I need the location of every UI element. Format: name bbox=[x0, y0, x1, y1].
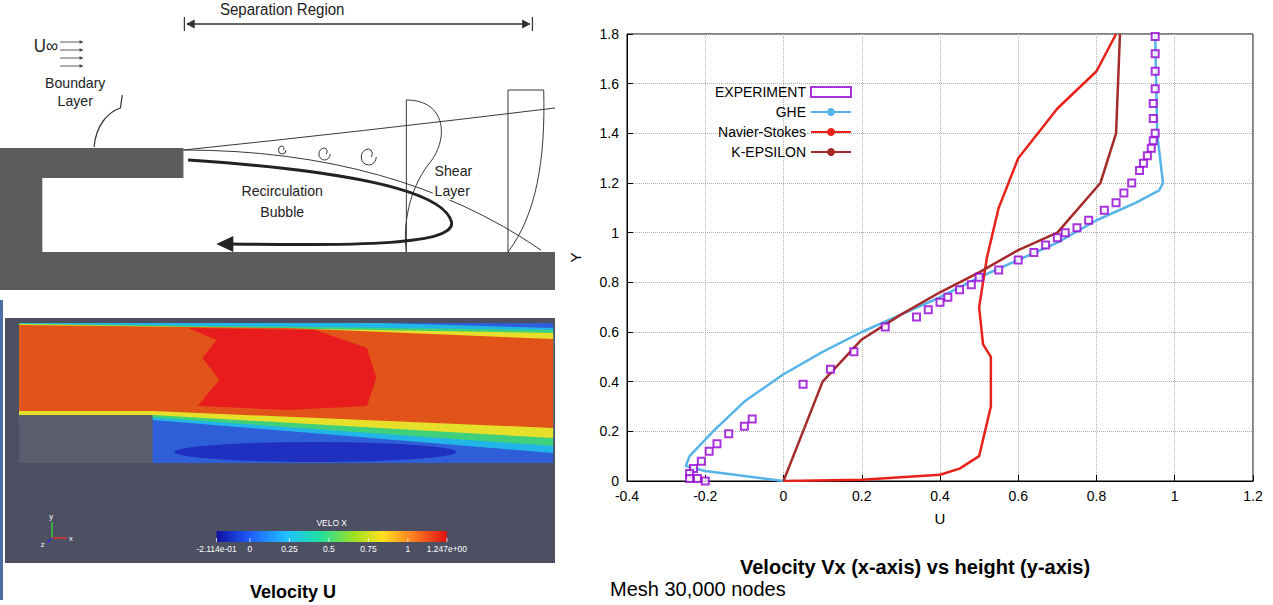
svg-text:1: 1 bbox=[1171, 488, 1179, 504]
svg-text:0.4: 0.4 bbox=[930, 488, 950, 504]
svg-text:Navier-Stokes: Navier-Stokes bbox=[718, 124, 806, 140]
svg-text:1.4: 1.4 bbox=[600, 125, 620, 141]
svg-text:z: z bbox=[41, 540, 45, 549]
svg-text:1: 1 bbox=[611, 225, 619, 241]
svg-text:Y: Y bbox=[567, 252, 584, 262]
svg-text:0.2: 0.2 bbox=[852, 488, 872, 504]
svg-text:0.25: 0.25 bbox=[281, 544, 298, 554]
svg-text:U: U bbox=[935, 510, 946, 527]
svg-text:Layer: Layer bbox=[58, 93, 93, 109]
svg-text:1.247e+00: 1.247e+00 bbox=[427, 544, 467, 554]
svg-text:x: x bbox=[69, 534, 73, 543]
svg-text:VELO X: VELO X bbox=[316, 518, 347, 528]
svg-text:1: 1 bbox=[406, 544, 411, 554]
svg-text:Separation Region: Separation Region bbox=[220, 1, 345, 19]
svg-text:y: y bbox=[49, 512, 53, 521]
svg-text:Shear: Shear bbox=[435, 163, 473, 179]
svg-text:Boundary: Boundary bbox=[45, 75, 106, 91]
html-text:Mesh 30,000 nodes: Mesh 30,000 nodes bbox=[610, 578, 786, 600]
svg-text:U∞: U∞ bbox=[34, 36, 58, 57]
svg-text:K-EPSILON: K-EPSILON bbox=[731, 144, 806, 160]
svg-text:1.2: 1.2 bbox=[600, 175, 620, 191]
svg-text:GHE: GHE bbox=[776, 104, 806, 120]
svg-text:Layer: Layer bbox=[435, 183, 470, 199]
svg-text:0.6: 0.6 bbox=[600, 324, 620, 340]
svg-text:Recirculation: Recirculation bbox=[241, 183, 322, 199]
svg-text:-0.4: -0.4 bbox=[615, 488, 639, 504]
svg-text:1.2: 1.2 bbox=[1243, 488, 1263, 504]
svg-text:0.5: 0.5 bbox=[323, 544, 335, 554]
svg-text:0.75: 0.75 bbox=[360, 544, 377, 554]
svg-text:0: 0 bbox=[611, 473, 619, 489]
svg-text:0.6: 0.6 bbox=[1009, 488, 1029, 504]
svg-text:1.6: 1.6 bbox=[600, 76, 620, 92]
svg-text:1.8: 1.8 bbox=[600, 26, 620, 42]
svg-text:0.8: 0.8 bbox=[600, 274, 620, 290]
svg-text:0: 0 bbox=[248, 544, 253, 554]
svg-text:-0.2: -0.2 bbox=[693, 488, 717, 504]
html-text:Velocity U: Velocity U bbox=[250, 582, 336, 602]
svg-text:Velocity Vx (x-axis) vs height: Velocity Vx (x-axis) vs height (y-axis) bbox=[740, 556, 1090, 578]
svg-text:-2.114e-01: -2.114e-01 bbox=[196, 544, 236, 554]
svg-text:Bubble: Bubble bbox=[260, 204, 304, 220]
svg-text:0.4: 0.4 bbox=[600, 374, 620, 390]
svg-text:0.2: 0.2 bbox=[600, 423, 620, 439]
svg-text:0: 0 bbox=[780, 488, 788, 504]
svg-text:EXPERIMENT: EXPERIMENT bbox=[715, 84, 806, 100]
svg-text:0.8: 0.8 bbox=[1087, 488, 1107, 504]
